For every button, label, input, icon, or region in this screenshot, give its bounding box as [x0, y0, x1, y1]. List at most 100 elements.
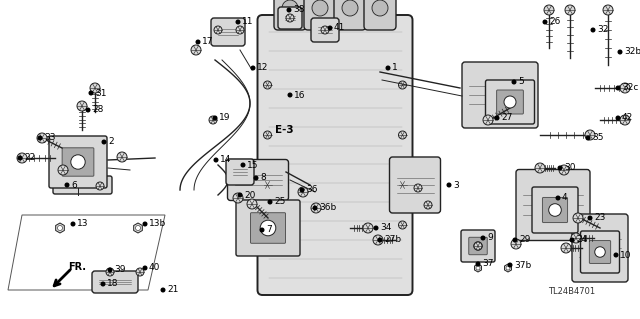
Text: E-3: E-3 — [275, 125, 294, 135]
Circle shape — [586, 136, 590, 140]
Circle shape — [254, 176, 258, 180]
Circle shape — [17, 153, 27, 163]
Circle shape — [108, 268, 112, 272]
FancyBboxPatch shape — [401, 160, 424, 190]
FancyBboxPatch shape — [92, 271, 138, 293]
Circle shape — [238, 193, 242, 197]
Circle shape — [483, 115, 493, 125]
Circle shape — [136, 268, 144, 276]
Text: 35: 35 — [592, 133, 604, 143]
Circle shape — [287, 8, 291, 12]
FancyBboxPatch shape — [364, 0, 396, 30]
Circle shape — [414, 184, 422, 192]
Text: 10: 10 — [620, 250, 632, 259]
Circle shape — [363, 223, 373, 233]
Circle shape — [38, 136, 42, 140]
Text: 14: 14 — [220, 155, 232, 165]
FancyBboxPatch shape — [462, 62, 538, 128]
Text: 9: 9 — [487, 234, 493, 242]
Circle shape — [603, 5, 613, 15]
Text: 42: 42 — [622, 114, 633, 122]
Circle shape — [559, 165, 569, 175]
Circle shape — [595, 247, 605, 257]
Circle shape — [570, 238, 574, 242]
Circle shape — [374, 226, 378, 230]
Text: 1: 1 — [392, 63, 397, 72]
Circle shape — [117, 152, 127, 162]
Circle shape — [268, 200, 272, 204]
Circle shape — [264, 221, 271, 229]
Circle shape — [264, 81, 271, 89]
Text: 27b: 27b — [384, 235, 401, 244]
Circle shape — [424, 201, 432, 209]
Text: 15: 15 — [247, 160, 259, 169]
Circle shape — [378, 238, 382, 242]
FancyBboxPatch shape — [49, 136, 107, 188]
Text: 20: 20 — [244, 190, 255, 199]
Text: 25: 25 — [274, 197, 285, 206]
Circle shape — [58, 165, 68, 175]
FancyBboxPatch shape — [468, 237, 487, 255]
Circle shape — [102, 140, 106, 144]
Circle shape — [511, 239, 521, 249]
FancyBboxPatch shape — [226, 159, 254, 185]
Text: 32c: 32c — [622, 84, 638, 93]
FancyBboxPatch shape — [257, 15, 413, 295]
Circle shape — [298, 187, 308, 197]
Circle shape — [247, 199, 257, 209]
Circle shape — [476, 266, 480, 270]
FancyBboxPatch shape — [572, 214, 628, 282]
FancyBboxPatch shape — [589, 241, 611, 263]
Circle shape — [213, 116, 217, 120]
Circle shape — [342, 0, 358, 16]
Circle shape — [233, 193, 243, 203]
FancyBboxPatch shape — [497, 90, 524, 114]
Circle shape — [544, 5, 554, 15]
FancyBboxPatch shape — [486, 80, 534, 124]
Text: 4: 4 — [562, 194, 568, 203]
Circle shape — [399, 131, 406, 139]
Text: 3: 3 — [453, 181, 459, 189]
Circle shape — [288, 93, 292, 97]
Circle shape — [191, 45, 201, 55]
Circle shape — [614, 253, 618, 257]
Circle shape — [321, 26, 329, 34]
Text: 18: 18 — [107, 279, 118, 288]
Text: TL24B4701: TL24B4701 — [548, 287, 595, 296]
Circle shape — [481, 236, 485, 240]
Text: 21: 21 — [167, 286, 179, 294]
Polygon shape — [56, 223, 65, 233]
Text: 36: 36 — [306, 186, 317, 195]
Text: 7: 7 — [266, 226, 272, 234]
Text: 12: 12 — [257, 63, 268, 72]
FancyBboxPatch shape — [461, 230, 495, 262]
Circle shape — [616, 116, 620, 120]
Circle shape — [312, 0, 328, 16]
Circle shape — [328, 26, 332, 30]
Text: 26: 26 — [549, 18, 561, 26]
Circle shape — [214, 26, 222, 34]
Circle shape — [282, 0, 298, 16]
Circle shape — [372, 0, 388, 16]
Circle shape — [573, 213, 583, 223]
Text: 37b: 37b — [514, 261, 531, 270]
FancyBboxPatch shape — [580, 231, 620, 273]
Circle shape — [37, 133, 47, 143]
Circle shape — [89, 91, 93, 95]
Circle shape — [618, 50, 622, 54]
Circle shape — [558, 166, 562, 170]
Circle shape — [106, 268, 114, 276]
FancyBboxPatch shape — [516, 169, 590, 241]
FancyBboxPatch shape — [62, 148, 94, 176]
Text: 27: 27 — [501, 114, 513, 122]
Polygon shape — [504, 264, 511, 272]
FancyBboxPatch shape — [236, 200, 300, 256]
Circle shape — [616, 86, 620, 90]
Text: 23: 23 — [594, 213, 605, 222]
Circle shape — [513, 238, 517, 242]
Circle shape — [86, 108, 90, 112]
Circle shape — [196, 40, 200, 44]
Circle shape — [447, 183, 451, 187]
Text: 32: 32 — [597, 26, 609, 34]
Text: 41: 41 — [334, 24, 346, 33]
